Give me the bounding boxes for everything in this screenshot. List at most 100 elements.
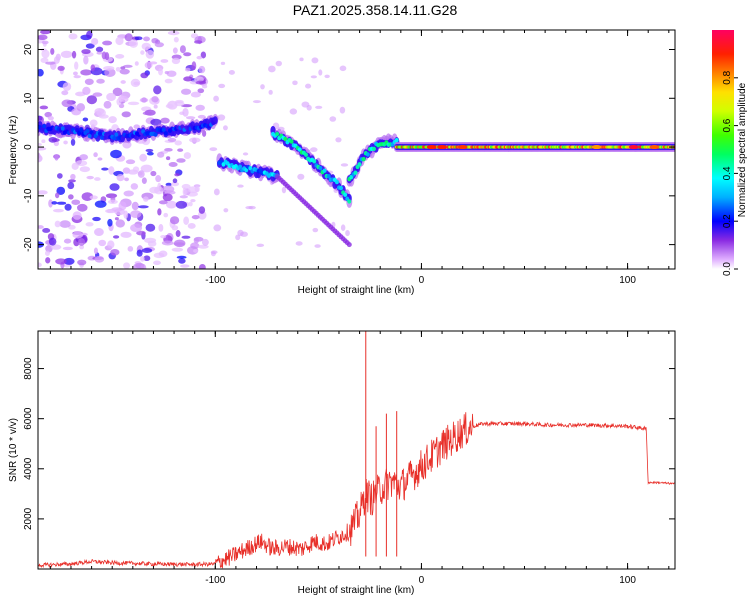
spectrogram-ridge-core	[130, 133, 135, 139]
spectrogram-noise-cell	[183, 52, 192, 57]
spectrogram-noise-cell	[141, 42, 151, 51]
spectrogram-noise-cell	[345, 229, 350, 237]
snr-panel: -100 0 100 2000 4000 6000 8000 Height of strai…	[8, 330, 676, 596]
spectrogram-noise-cell	[237, 184, 244, 188]
spectrogram-ridge-core	[326, 174, 331, 179]
spectrogram-ridge-core	[180, 124, 185, 129]
spectrogram-frame	[37, 29, 676, 270]
spectrogram-noise-cell	[116, 173, 125, 182]
spectrogram-noise-cell	[115, 67, 121, 72]
spectrogram-noise-cell	[106, 208, 114, 213]
spectrogram-ridge-core	[213, 118, 218, 123]
spectrogram-noise-cell	[252, 100, 261, 104]
spectrogram-noise-cell	[309, 147, 318, 153]
spectrogram-noise-cell	[179, 195, 188, 199]
spectrogram-noise-cell	[201, 84, 208, 89]
spectrogram-noise-cell	[47, 116, 54, 121]
spectrogram-noise-cell	[129, 39, 139, 48]
spectrogram-noise-cell	[268, 89, 273, 95]
spectrogram-noise-cell	[108, 166, 115, 175]
spectrogram-noise-cell	[41, 139, 46, 144]
spectrogram-noise-cell	[289, 108, 298, 115]
spectrogram-noise-cell	[120, 80, 126, 84]
spectrogram-noise-cell	[157, 151, 165, 158]
spectrogram-ridge-core	[283, 136, 288, 142]
spectrogram-noise-cell	[305, 83, 312, 89]
spectrogram-noise-cell	[86, 175, 94, 180]
spectrogram-noise-cell	[170, 181, 180, 187]
snr-ylabel: SNR (10 * v/v)	[8, 418, 19, 482]
spectrogram-noise-cell	[140, 256, 145, 262]
spectrogram-noise-cell	[48, 199, 53, 208]
colorbar-tick-label: 0.0	[722, 262, 733, 276]
spectrogram-noise-cell	[173, 239, 186, 248]
spectrogram-noise-cell	[119, 68, 130, 75]
spectrogram-ridge-core	[357, 162, 362, 167]
spectrogram-noise-cell	[223, 125, 228, 131]
spectrogram-noise-cell	[145, 49, 155, 59]
snr-xtick-label: 0	[419, 575, 425, 586]
spectrogram-noise-cell	[140, 50, 145, 55]
spectrogram-noise-cell	[318, 69, 323, 76]
spectrogram-ridge-core	[114, 132, 119, 137]
spectrogram-noise-cell	[62, 82, 72, 91]
spectrogram-noise-cell	[301, 101, 310, 108]
spectrogram-noise-cell	[210, 250, 218, 254]
spectrogram-noise-cell	[324, 74, 330, 79]
spectrogram-noise-cell	[80, 69, 92, 76]
spectrogram-noise-cell	[97, 157, 103, 161]
spectrogram-ridge-core	[161, 127, 166, 133]
spectrogram-noise-cell	[275, 60, 282, 67]
spectrogram-tail	[346, 242, 352, 248]
spectrogram-noise-cell	[38, 154, 43, 163]
spectrogram-noise-cell	[174, 140, 182, 146]
spectrogram-noise-cell	[179, 45, 186, 54]
spectrogram-noise-cell	[94, 255, 105, 263]
spectrogram-noise-cell	[339, 65, 347, 72]
spectrogram-noise-cell	[154, 42, 165, 48]
spectrogram-noise-cell	[110, 248, 120, 256]
spectrogram-ridge-core	[361, 156, 366, 162]
spectrogram-noise-cell	[120, 66, 126, 70]
spectrogram-hotspot	[591, 145, 602, 150]
spectrogram-noise-cell	[137, 205, 149, 209]
spectrogram-noise-cell	[200, 51, 207, 59]
spectrogram-noise-cell	[146, 151, 154, 156]
spectrogram-noise-cell	[174, 101, 185, 107]
spectrogram-noise-cell	[242, 152, 249, 156]
spectrogram-ridge-core	[163, 131, 168, 136]
spectrogram-noise-cell	[76, 103, 86, 112]
spectrogram-noise-cell	[153, 260, 161, 266]
spectrogram-noise-cell	[70, 173, 76, 180]
spectrogram-noise-cell	[164, 78, 173, 84]
spectrogram-noise-cell	[165, 200, 177, 209]
spectrogram-noise-cell	[55, 192, 60, 199]
spectrogram-noise-cell	[120, 231, 132, 238]
spectrogram-noise-cell	[139, 97, 149, 103]
spectrogram-xtick-label: 0	[419, 275, 425, 286]
snr-line-layer	[38, 331, 675, 569]
spectrogram-noise-cell	[64, 203, 72, 211]
spectrogram-noise-cell	[57, 65, 65, 71]
spectrogram-hotspot	[437, 145, 448, 150]
spectrogram-noise-cell	[136, 249, 143, 257]
spectrogram-noise-cell	[102, 40, 113, 46]
spectrogram-ytick-label: 10	[23, 92, 34, 104]
spectrogram-noise-cell	[127, 101, 140, 106]
spectrogram-noise-cell	[50, 47, 55, 55]
spectrogram-noise-cell	[41, 49, 50, 59]
spectrogram-noise-cell	[213, 95, 219, 102]
spectrogram-noise-cell	[63, 140, 68, 145]
spectrogram-noise-cell	[70, 138, 76, 146]
spectrogram-noise-cell	[235, 234, 241, 241]
spectrogram-noise-cell	[44, 250, 50, 256]
spectrogram-noise-cell	[63, 257, 75, 265]
spectrogram-noise-cell	[115, 219, 125, 228]
spectrogram-ridge-core	[87, 133, 92, 139]
spectrogram-ridge-core	[99, 135, 104, 140]
spectrogram-noise-cell	[198, 206, 206, 214]
spectrogram-xlabel: Height of straight line (km)	[298, 285, 415, 296]
spectrogram-noise-cell	[59, 220, 71, 228]
